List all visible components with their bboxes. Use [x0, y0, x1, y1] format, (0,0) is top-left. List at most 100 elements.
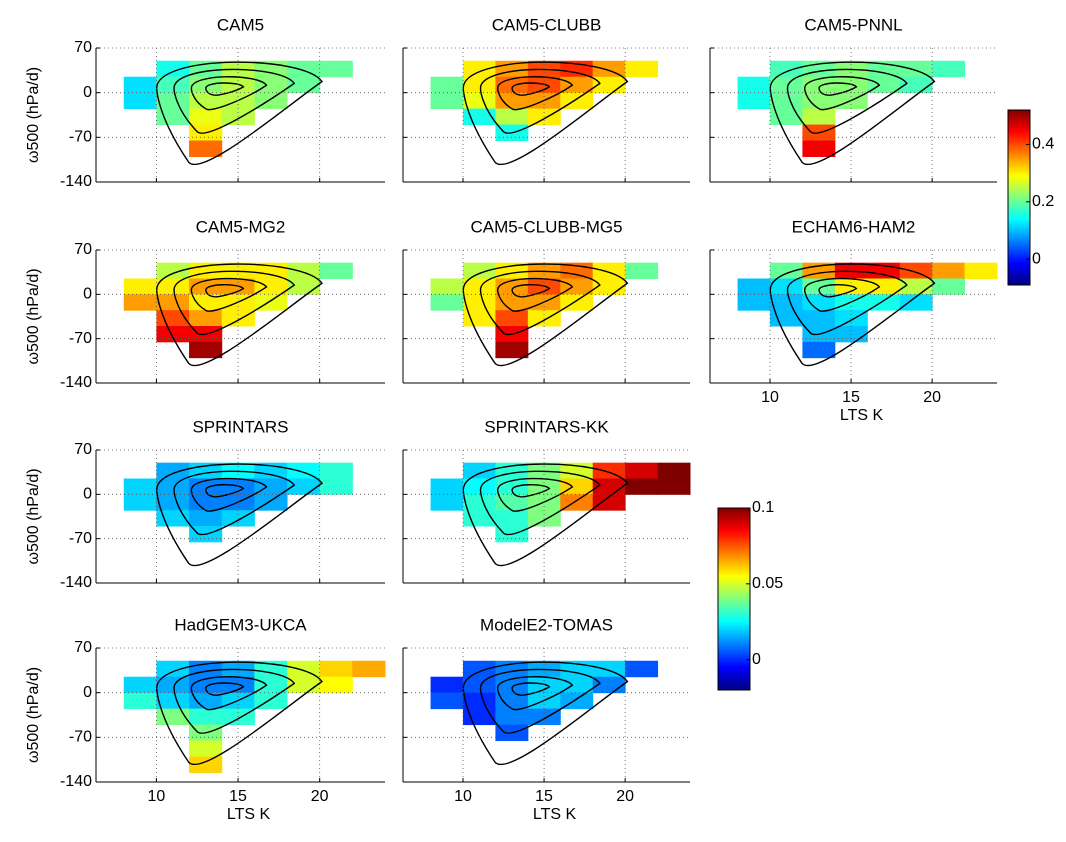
heat-cell — [123, 76, 157, 94]
heat-cell — [737, 76, 771, 94]
contour — [818, 284, 858, 298]
heat-cell — [254, 76, 288, 94]
heat-cell — [964, 262, 998, 279]
x-tick-label: 10 — [454, 788, 472, 805]
heat-cell — [156, 310, 190, 327]
heat-cell — [319, 478, 353, 495]
heat-cell — [592, 262, 626, 279]
contour — [173, 68, 296, 134]
heat-cell — [156, 676, 190, 694]
heat-cell — [189, 756, 223, 773]
contour — [479, 68, 601, 134]
heat-cell — [189, 140, 223, 157]
heat-cell — [737, 294, 771, 311]
heat-cell — [462, 462, 496, 479]
heat-cell — [123, 494, 157, 511]
x-tick-label: 10 — [148, 788, 166, 805]
y-tick-label: 70 — [74, 639, 92, 656]
contour — [190, 277, 268, 312]
heat-cell — [592, 60, 626, 78]
panel: SPRINTARS-KK — [402, 417, 691, 584]
heat-cell — [802, 310, 836, 327]
heat-cell — [156, 708, 190, 726]
contour — [205, 682, 245, 696]
heat-cell — [287, 462, 321, 479]
heat-cell — [462, 676, 496, 694]
heat-cell — [592, 462, 626, 479]
heat-cell — [123, 478, 157, 495]
x-tick-label: 20 — [923, 389, 941, 406]
heat-cell — [156, 92, 190, 110]
heat-cell — [462, 76, 496, 94]
heat-cell — [189, 510, 223, 527]
heat-cell — [462, 60, 496, 78]
heat-cell — [156, 76, 190, 94]
contour — [190, 76, 268, 111]
heat-cell — [156, 462, 190, 479]
heat-cell — [495, 92, 529, 110]
heat-cell — [560, 76, 594, 94]
contour — [497, 676, 574, 711]
y-tick-label: 70 — [74, 39, 92, 56]
heat-cell — [462, 510, 496, 527]
heat-cell — [769, 60, 803, 78]
heat-cell — [189, 341, 223, 359]
panel: CAM5 -140 -70 0 70 ω500 (hPa/d) — [25, 15, 385, 190]
heat-cell — [189, 294, 223, 311]
contour — [497, 277, 574, 312]
heat-cell — [737, 278, 771, 295]
y-tick-label: -140 — [60, 773, 92, 790]
heat-cell — [156, 510, 190, 527]
x-tick-label: 15 — [535, 788, 553, 805]
y-tick-label: -140 — [60, 173, 92, 190]
heat-cell — [254, 676, 288, 694]
heat-cell — [802, 294, 836, 311]
heat-cell — [625, 262, 659, 279]
panel: ModelE2-TOMAS 10 15 20 LTS K — [402, 615, 690, 823]
panel: CAM5-CLUBB — [402, 15, 690, 183]
heat-cell — [495, 708, 529, 726]
y-tick-label: 0 — [83, 486, 92, 503]
heat-cell — [495, 310, 529, 327]
heat-cell — [769, 108, 803, 126]
panel-title: CAM5 — [217, 15, 264, 34]
contour — [205, 284, 245, 298]
heat-cell — [156, 60, 190, 78]
contour — [190, 477, 268, 512]
contour — [173, 668, 296, 734]
heat-cell — [123, 278, 157, 295]
x-tick-label: 20 — [616, 788, 634, 805]
colorbar-tick-label: 0.05 — [752, 575, 783, 592]
heat-cell — [156, 478, 190, 495]
heat-cell — [430, 692, 464, 710]
y-tick-label: 0 — [83, 84, 92, 101]
heat-cell — [769, 92, 803, 110]
x-tick-label: 15 — [842, 389, 860, 406]
heat-cell — [462, 262, 496, 279]
heat-cell — [737, 92, 771, 110]
x-tick-label: 10 — [761, 389, 779, 406]
contour — [497, 477, 574, 512]
heat-cell — [430, 278, 464, 295]
heat-cell — [657, 462, 691, 479]
heat-cell — [254, 478, 288, 495]
colorbar-tick-label: 0.4 — [1032, 136, 1054, 153]
contour — [786, 68, 908, 134]
contour — [479, 270, 601, 336]
colorbar — [1007, 109, 1031, 286]
colorbar-tick-label: 0.2 — [1032, 193, 1054, 210]
contour — [173, 270, 296, 336]
heat-cell — [123, 92, 157, 110]
y-tick-label: -70 — [69, 729, 92, 746]
heat-cell — [899, 60, 933, 78]
heat-cell — [352, 660, 386, 678]
heat-cell — [462, 660, 496, 678]
panel-title: ECHAM6-HAM2 — [792, 217, 916, 236]
heat-cell — [156, 294, 190, 311]
heat-cell — [156, 660, 190, 678]
heat-cell — [932, 60, 966, 78]
heat-cell — [769, 262, 803, 279]
heat-cell — [123, 676, 157, 694]
heat-cell — [625, 462, 659, 479]
